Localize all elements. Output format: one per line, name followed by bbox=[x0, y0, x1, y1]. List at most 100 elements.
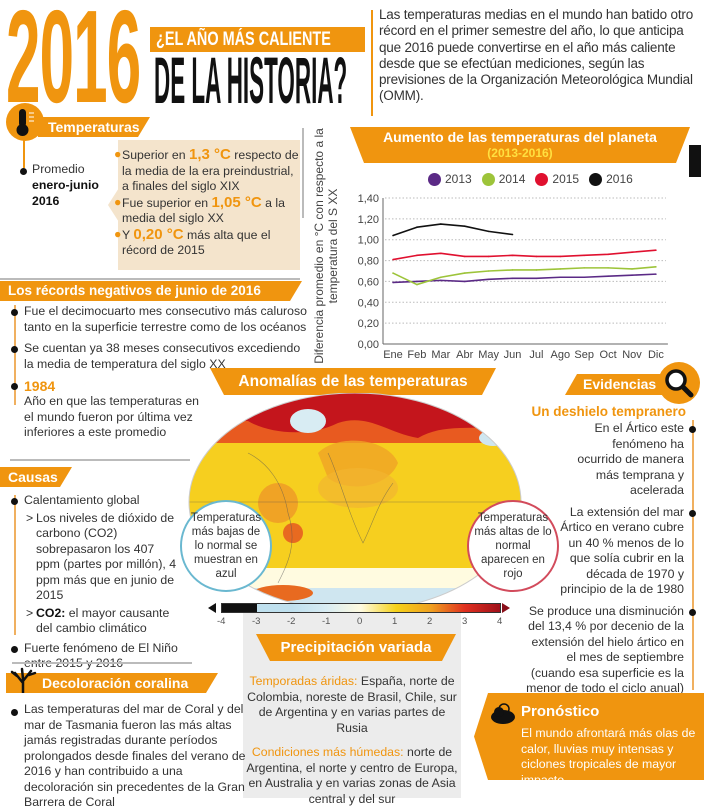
causa-item: Calentamiento global bbox=[11, 493, 186, 509]
bullet bbox=[11, 498, 18, 505]
publisher-logo bbox=[689, 145, 701, 177]
data-point-2013 bbox=[559, 276, 562, 279]
causa-item: Fuerte fenómeno de El Niño entre 2015 y … bbox=[11, 641, 184, 672]
x-tick-label: Sep bbox=[574, 349, 594, 361]
legend-label: 2015 bbox=[552, 172, 580, 186]
evidencias-line bbox=[692, 420, 694, 690]
data-point-2013 bbox=[583, 276, 585, 279]
data-point-2013 bbox=[655, 273, 657, 275]
anomaly-map bbox=[188, 393, 522, 611]
precip-list: Temporadas áridas: España, norte de Colo… bbox=[246, 674, 458, 807]
temperaturas-header: Temperaturas bbox=[38, 117, 150, 137]
bullet bbox=[689, 608, 696, 616]
data-point-2015 bbox=[440, 252, 442, 255]
record-item: Fue el decimocuarto mes consecutivo más … bbox=[11, 304, 308, 335]
data-point-2013 bbox=[535, 277, 538, 280]
x-tick-label: Oct bbox=[600, 349, 617, 361]
data-point-2015 bbox=[559, 255, 562, 258]
x-tick-label: Ago bbox=[551, 349, 571, 361]
bullet bbox=[11, 346, 18, 353]
title-year: 2016 bbox=[6, 0, 141, 130]
data-point-2014 bbox=[487, 270, 490, 272]
pronostico-box bbox=[474, 693, 704, 780]
bullet bbox=[689, 426, 696, 433]
title-line2: DE LA HISTORIA? bbox=[154, 43, 348, 117]
bullet bbox=[20, 168, 27, 175]
temperaturas-line bbox=[23, 140, 25, 168]
chart-ylabel-text: Diferencia promedio en °C con respecto a… bbox=[312, 128, 340, 364]
data-point-2013 bbox=[463, 280, 466, 283]
data-point-2013 bbox=[607, 275, 609, 278]
data-point-2015 bbox=[392, 258, 394, 261]
y-tick-label: 0,00 bbox=[358, 339, 379, 351]
cold-bubble-text: Temperaturas más bajas de lo normal se m… bbox=[190, 512, 262, 580]
scale-segment bbox=[222, 604, 257, 612]
x-tick-label: Feb bbox=[407, 349, 426, 361]
data-point-2016 bbox=[487, 230, 490, 233]
data-point-2015 bbox=[655, 249, 657, 251]
data-point-2015 bbox=[631, 251, 633, 254]
x-tick-label: Ene bbox=[383, 349, 403, 361]
y-tick-label: 0,60 bbox=[358, 276, 379, 288]
chart-title: Aumento de las temperaturas del planeta bbox=[383, 129, 657, 145]
y-tick-label: 1,20 bbox=[358, 214, 379, 226]
data-point-2015 bbox=[463, 255, 466, 258]
data-point-2015 bbox=[511, 254, 514, 257]
scale-label: 3 bbox=[462, 616, 468, 627]
x-tick-label: Jun bbox=[504, 349, 522, 361]
intro-divider bbox=[371, 10, 373, 116]
temperaturas-box bbox=[108, 140, 300, 270]
data-point-2016 bbox=[511, 233, 514, 236]
scale-label: 2 bbox=[427, 616, 433, 627]
records-list: Fue el decimocuarto mes consecutivo más … bbox=[11, 304, 308, 441]
y-tick-label: 0,40 bbox=[358, 297, 379, 309]
scale-label: -1 bbox=[322, 616, 331, 627]
series-line-2013 bbox=[392, 273, 656, 284]
temp-item: ● Y 0,20 °C más alta que el récord de 201… bbox=[114, 225, 271, 257]
legend-swatch bbox=[589, 172, 603, 186]
thermometer-icon bbox=[6, 103, 44, 141]
data-point-2015 bbox=[535, 255, 538, 258]
intro-text: Las temperaturas medias en el mundo han … bbox=[379, 7, 693, 104]
temperaturas-items: ● Superior en 1,3 °C respecto de la media… bbox=[114, 147, 300, 259]
x-tick-label: Jul bbox=[529, 349, 543, 361]
record-item: Se cuentan ya 38 meses consecutivos exce… bbox=[11, 341, 308, 372]
evidencia-item: Se produce una disminución del 13,4 % po… bbox=[520, 604, 696, 697]
divider bbox=[12, 662, 192, 664]
legend-swatch bbox=[535, 172, 549, 186]
evidencias-header: Evidencias bbox=[565, 374, 665, 395]
map-header: Anomalías de las temperaturas bbox=[210, 368, 496, 395]
data-point-2015 bbox=[583, 254, 585, 257]
data-point-2013 bbox=[631, 274, 633, 276]
data-point-2014 bbox=[655, 266, 657, 268]
data-point-2013 bbox=[511, 277, 514, 280]
causas-line bbox=[14, 495, 16, 635]
records-line bbox=[14, 305, 16, 405]
data-point-2013 bbox=[440, 279, 442, 282]
legend-label: 2014 bbox=[498, 172, 526, 186]
divider bbox=[0, 278, 300, 280]
hot-bubble-text: Temperaturas más altas de lo normal apar… bbox=[474, 512, 552, 580]
bullet bbox=[11, 383, 18, 390]
legend-label: 2013 bbox=[445, 172, 472, 186]
data-point-2014 bbox=[392, 272, 394, 274]
scale-label: 4 bbox=[497, 616, 503, 627]
data-point-2015 bbox=[416, 254, 418, 257]
hot-bubble: Temperaturas más altas de lo normal apar… bbox=[467, 500, 559, 592]
causas-header: Causas bbox=[0, 467, 72, 487]
coral-header: Decoloración coralina bbox=[6, 673, 218, 693]
data-point-2014 bbox=[440, 276, 442, 279]
causas-list: Calentamiento global > Los niveles de dió… bbox=[11, 493, 186, 672]
scale-label: 0 bbox=[357, 616, 363, 627]
data-point-2015 bbox=[607, 253, 609, 256]
divider bbox=[10, 459, 190, 461]
title-line1: ¿EL AÑO MÁS CALIENTE bbox=[156, 29, 331, 50]
record-year-text: Año en que las temperaturas en el mundo … bbox=[24, 394, 200, 439]
chart-header: Aumento de las temperaturas del planeta … bbox=[350, 127, 690, 163]
data-point-2014 bbox=[559, 268, 562, 270]
scale-segment bbox=[361, 604, 396, 612]
scale-segment bbox=[291, 604, 327, 612]
causa-sub: > CO2: el mayor causante del cambio climá… bbox=[26, 605, 170, 636]
x-tick-label: Nov bbox=[622, 349, 642, 361]
precip-header: Precipitación variada bbox=[256, 634, 456, 661]
